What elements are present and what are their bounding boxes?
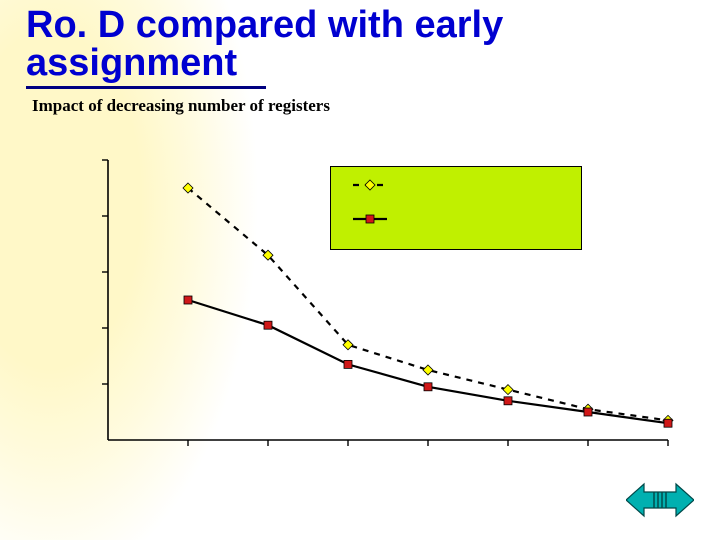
line-chart <box>0 0 720 540</box>
next-slide-icon[interactable] <box>626 482 694 518</box>
chart-legend <box>330 166 582 250</box>
